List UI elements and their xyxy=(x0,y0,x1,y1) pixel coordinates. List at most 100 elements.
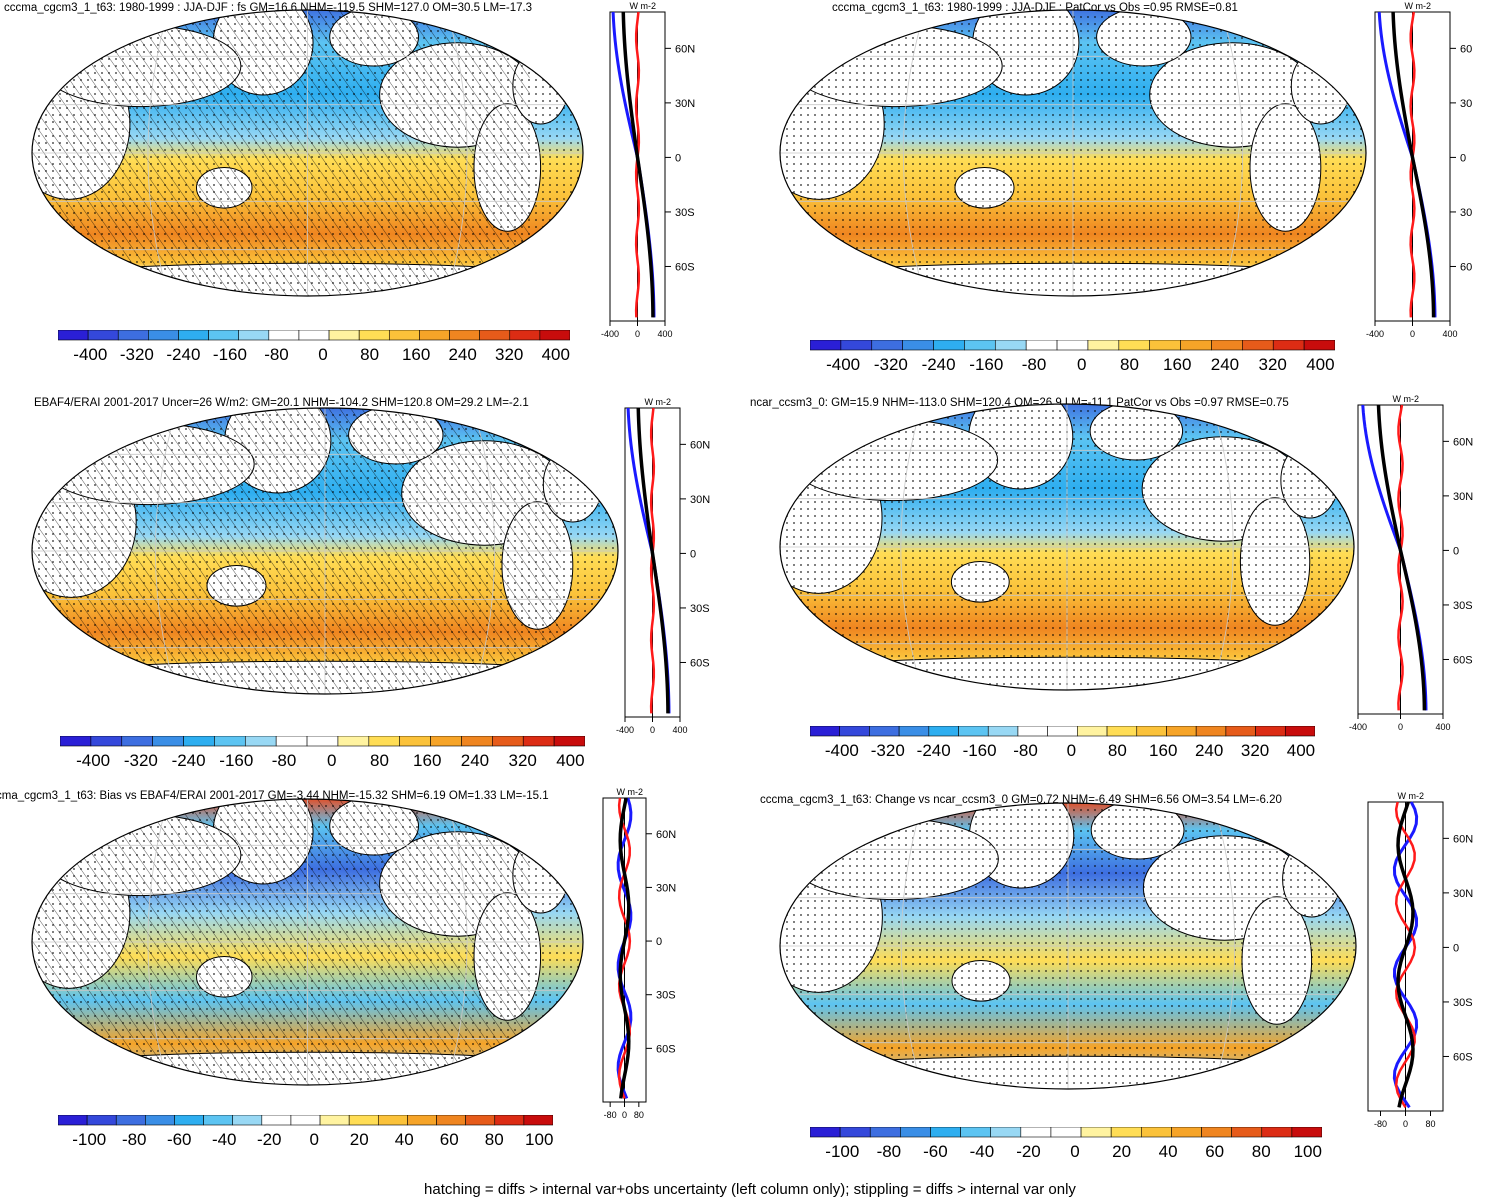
colorbar-label: 0 xyxy=(1067,741,1076,760)
colorbar-swatch xyxy=(479,330,511,341)
colorbar-label: -240 xyxy=(172,751,206,770)
colorbar-swatch xyxy=(1020,1127,1052,1138)
colorbar-swatch xyxy=(1136,726,1167,737)
x-tick-label: 400 xyxy=(1442,329,1457,339)
x-tick-label: 400 xyxy=(672,725,687,735)
series-line-red xyxy=(1409,11,1416,318)
colorbar-swatch xyxy=(1166,726,1197,737)
map-plot xyxy=(779,802,1357,1090)
colorbar-swatch xyxy=(1080,1127,1112,1138)
colorbar-label: 0 xyxy=(1077,355,1086,374)
y-tick-label: 30N xyxy=(690,494,710,506)
colorbar-swatch xyxy=(461,736,493,747)
colorbar-swatch xyxy=(840,340,873,351)
colorbar-swatch xyxy=(522,736,555,747)
colorbar-label: 400 xyxy=(1287,741,1315,760)
colorbar: -400 -320 -240 -160 -80 0 80 160 240 320 400 xyxy=(810,340,1335,374)
colorbar-label: -240 xyxy=(922,355,956,374)
y-tick-label: 30N xyxy=(656,882,676,894)
colorbar-swatch xyxy=(1025,340,1058,351)
colorbar-label: -60 xyxy=(923,1142,948,1161)
map-plot xyxy=(31,407,619,695)
colorbar-swatch xyxy=(174,1115,204,1126)
x-tick-label: 0 xyxy=(1410,329,1415,339)
colorbar-label: -100 xyxy=(825,1142,859,1161)
zonal-plot: W m-2 -80 0 80 60N 30N 0 30S 60S xyxy=(1367,791,1473,1129)
colorbar-swatch xyxy=(960,1127,992,1138)
colorbar-label: 240 xyxy=(461,751,489,770)
map-border xyxy=(31,407,619,695)
y-tick-label: 0 xyxy=(1453,545,1459,557)
colorbar-swatch xyxy=(1047,726,1078,737)
colorbar-label: 320 xyxy=(495,345,523,364)
colorbar-swatch xyxy=(509,330,541,341)
colorbar-label: 400 xyxy=(542,345,570,364)
zonal-plot: W m-2 -400 0 400 60N 30N 0 30S 60S xyxy=(601,1,695,339)
colorbar-swatch xyxy=(492,736,524,747)
series-line-red xyxy=(617,797,632,1099)
colorbar-swatch xyxy=(290,1115,321,1126)
colorbar-swatch xyxy=(1171,1127,1202,1138)
colorbar-label: 160 xyxy=(1149,741,1177,760)
zonal-plot: W m-2 -400 0 400 60 30 0 30 60 xyxy=(1366,1,1472,339)
colorbar: -400 -320 -240 -160 -80 0 80 160 240 320 400 xyxy=(60,736,585,770)
colorbar-swatch xyxy=(1211,340,1243,351)
colorbar-swatch xyxy=(1118,340,1151,351)
colorbar-swatch xyxy=(87,330,119,341)
panel-title: cma_cgcm3_1_t63: Bias vs EBAF4/ERAI 2001… xyxy=(0,790,549,802)
x-tick-label: 0 xyxy=(650,725,655,735)
colorbar-label: 80 xyxy=(1120,355,1139,374)
y-tick-label: 30S xyxy=(1453,600,1473,612)
colorbar-swatch xyxy=(148,330,179,341)
y-tick-label: 60S xyxy=(656,1043,676,1055)
longitude-line xyxy=(1212,803,1236,1089)
longitude-line xyxy=(147,10,170,296)
longitude-line xyxy=(472,408,496,694)
x-tick-label: -400 xyxy=(601,329,619,339)
series-line-blue xyxy=(611,11,656,318)
colorbar-label: 160 xyxy=(402,345,430,364)
series-line-black xyxy=(1376,404,1427,711)
series-line-red xyxy=(649,407,656,714)
unit-label: W m-2 xyxy=(1398,791,1425,801)
colorbar-label: -20 xyxy=(257,1130,282,1149)
colorbar-label: -240 xyxy=(166,345,200,364)
colorbar-swatch xyxy=(261,1115,292,1126)
colorbar-swatch xyxy=(839,726,870,737)
y-tick-label: 30N xyxy=(1453,888,1473,900)
colorbar-label: 80 xyxy=(1252,1142,1271,1161)
y-tick-label: 60N xyxy=(1453,833,1473,845)
colorbar-label: 400 xyxy=(1306,355,1334,374)
series-line-black xyxy=(618,797,631,1099)
colorbar-swatch xyxy=(928,726,959,737)
y-tick-label: 30 xyxy=(1460,98,1472,110)
zonal-plot: W m-2 -80 0 80 60N 30N 0 30S 60S xyxy=(602,787,676,1120)
colorbar-swatch xyxy=(319,1115,350,1126)
colorbar-swatch xyxy=(183,736,215,747)
colorbar-label: -100 xyxy=(72,1130,106,1149)
colorbar-swatch xyxy=(90,736,123,747)
colorbar-swatch xyxy=(1272,340,1305,351)
colorbar-swatch xyxy=(306,736,339,747)
colorbar-swatch xyxy=(348,1115,379,1126)
x-tick-label: 0 xyxy=(1403,1119,1408,1129)
colorbar-swatch xyxy=(115,1115,146,1126)
longitude-line xyxy=(147,799,170,1085)
colorbar-label: 60 xyxy=(440,1130,459,1149)
colorbar-swatch xyxy=(1242,340,1274,351)
y-tick-label: 60S xyxy=(1453,1051,1473,1063)
colorbar-label: 80 xyxy=(1108,741,1127,760)
colorbar-swatch xyxy=(275,736,308,747)
colorbar-label: 80 xyxy=(370,751,389,770)
y-tick-label: 60 xyxy=(1460,261,1472,273)
colorbar-swatch xyxy=(298,330,330,341)
colorbar-swatch xyxy=(152,736,184,747)
y-tick-label: 0 xyxy=(675,152,681,164)
colorbar-label: 320 xyxy=(1241,741,1269,760)
colorbar-label: 0 xyxy=(318,345,327,364)
colorbar-label: -20 xyxy=(1016,1142,1041,1161)
colorbar-swatch xyxy=(964,340,996,351)
x-tick-label: 0 xyxy=(635,329,640,339)
series-line-red xyxy=(1397,404,1404,711)
colorbar-label: 80 xyxy=(485,1130,504,1149)
